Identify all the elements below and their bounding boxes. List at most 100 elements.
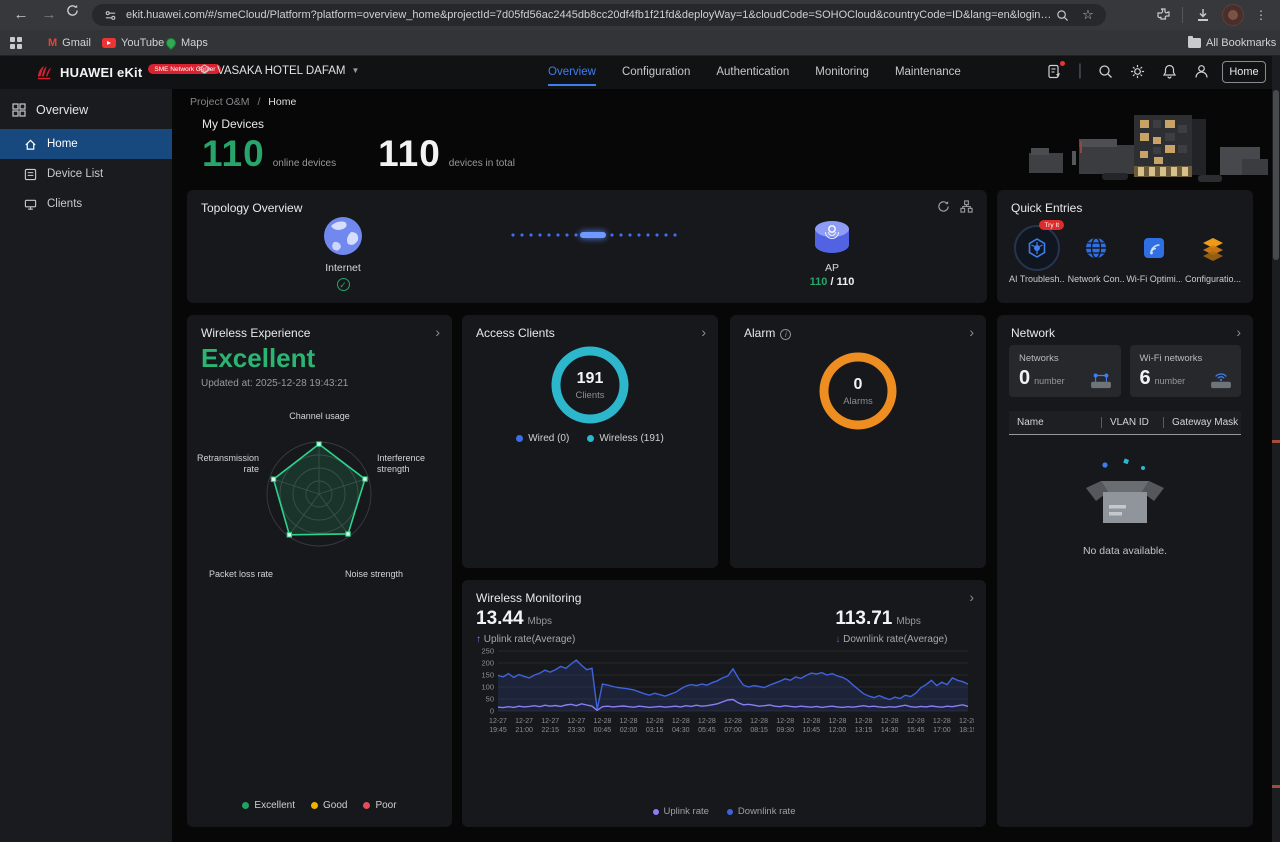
- nav-monitoring[interactable]: Monitoring: [815, 56, 869, 89]
- sidebar-item-home[interactable]: Home: [0, 129, 172, 159]
- svg-text:08:15: 08:15: [750, 727, 768, 734]
- menu-kebab-icon[interactable]: ⋮: [1250, 4, 1272, 26]
- apps-grid-icon[interactable]: [10, 34, 22, 52]
- scrollbar-marker: [1272, 440, 1280, 443]
- bookmark-star-icon[interactable]: ☆: [1080, 7, 1096, 23]
- url-bar[interactable]: ekit.huawei.com/#/smeCloud/Platform?plat…: [92, 4, 1106, 26]
- svg-text:12-27: 12-27: [541, 718, 559, 725]
- site-settings-icon[interactable]: [102, 7, 118, 23]
- bookmark-maps[interactable]: Maps: [166, 34, 208, 52]
- quick-entries-title: Quick Entries: [1011, 201, 1082, 215]
- networks-icon: [1089, 371, 1113, 389]
- site-name: VASAKA HOTEL DAFAM: [217, 65, 345, 77]
- svg-text:21:00: 21:00: [515, 727, 533, 734]
- url-text[interactable]: ekit.huawei.com/#/smeCloud/Platform?plat…: [126, 9, 1054, 21]
- search-icon[interactable]: [1096, 62, 1114, 80]
- scrollbar-thumb[interactable]: [1273, 90, 1279, 260]
- bookmark-youtube[interactable]: YouTube: [102, 34, 164, 52]
- quick-entry-label: Network Con...: [1068, 274, 1124, 284]
- sidebar-item-clients[interactable]: Clients: [0, 189, 172, 219]
- svg-text:12:00: 12:00: [829, 727, 847, 734]
- uplink-stat: 13.44Mbps ↑ Uplink rate(Average): [476, 608, 575, 645]
- all-bookmarks-label: All Bookmarks: [1206, 37, 1276, 49]
- topology-panel: Topology Overview Internet ✓: [187, 190, 987, 303]
- downloads-icon[interactable]: [1192, 4, 1214, 26]
- profile-avatar[interactable]: [1222, 4, 1244, 26]
- info-icon[interactable]: i: [780, 329, 791, 340]
- experience-status: Excellent: [201, 343, 315, 374]
- header-divider: |: [1078, 62, 1082, 80]
- back-icon[interactable]: ←: [10, 4, 32, 26]
- column-vlan-id[interactable]: VLAN ID: [1101, 417, 1163, 428]
- gear-icon[interactable]: [1128, 62, 1146, 80]
- legend-label: Poor: [375, 800, 396, 811]
- quick-entry-ai-troubleshooting[interactable]: Try It AI Troublesh...: [1009, 224, 1065, 284]
- wireless-experience-more-icon[interactable]: ›: [435, 324, 440, 340]
- wireless-monitoring-more-icon[interactable]: ›: [969, 589, 974, 605]
- downlink-unit: Mbps: [896, 616, 920, 627]
- empty-text: No data available.: [997, 545, 1253, 557]
- reload-icon[interactable]: [66, 4, 88, 26]
- topology-node-ap[interactable]: AP 110 / 110: [787, 216, 877, 288]
- nav-authentication[interactable]: Authentication: [716, 56, 789, 89]
- column-gateway-mask[interactable]: Gateway Mask: [1163, 417, 1241, 428]
- sidebar-item-device-list[interactable]: Device List: [0, 159, 172, 189]
- quick-entry-wifi-optimization[interactable]: Wi-Fi Optimi...: [1126, 224, 1182, 284]
- svg-text:12-28: 12-28: [620, 718, 638, 725]
- sidebar-item-label: Clients: [47, 198, 82, 210]
- svg-text:07:00: 07:00: [724, 727, 742, 734]
- home-button[interactable]: Home: [1222, 61, 1266, 83]
- bell-icon[interactable]: [1160, 62, 1178, 80]
- column-name[interactable]: Name: [1009, 417, 1101, 428]
- forward-icon[interactable]: →: [38, 4, 60, 26]
- clients-icon: [24, 198, 37, 211]
- svg-text:12-28: 12-28: [750, 718, 768, 725]
- network-more-icon[interactable]: ›: [1236, 324, 1241, 340]
- access-clients-more-icon[interactable]: ›: [701, 324, 706, 340]
- my-devices-title: My Devices: [202, 117, 264, 131]
- alarm-more-icon[interactable]: ›: [969, 324, 974, 340]
- legend-dot-good: [311, 802, 318, 809]
- ai-troubleshooting-icon: [1026, 237, 1048, 259]
- configuration-layers-icon: [1200, 235, 1226, 261]
- bookmark-label: Maps: [181, 37, 208, 49]
- clients-legend: Wired (0) Wireless (191): [462, 433, 718, 444]
- quick-entries-row: Try It AI Troublesh... Network Con...: [1009, 224, 1241, 284]
- nav-maintenance[interactable]: Maintenance: [895, 56, 961, 89]
- topology-view-icon[interactable]: [960, 200, 973, 213]
- quick-entry-configuration[interactable]: Configuratio...: [1185, 224, 1241, 284]
- all-bookmarks-button[interactable]: All Bookmarks: [1188, 34, 1276, 52]
- user-icon[interactable]: [1192, 62, 1210, 80]
- bookmark-gmail[interactable]: M Gmail: [48, 34, 91, 52]
- ap-label: AP: [787, 262, 877, 274]
- wifi-router-icon: [1209, 371, 1233, 389]
- nav-overview[interactable]: Overview: [548, 56, 596, 89]
- networks-card[interactable]: Networks 0number: [1009, 345, 1121, 397]
- site-selector[interactable]: VASAKA HOTEL DAFAM ▼: [198, 64, 359, 77]
- svg-text:05:45: 05:45: [698, 727, 716, 734]
- uplink-arrow-icon: ↑: [476, 634, 481, 645]
- svg-text:12-28: 12-28: [959, 718, 974, 725]
- refresh-icon[interactable]: [937, 200, 950, 213]
- zoom-page-icon[interactable]: [1054, 7, 1070, 23]
- page-scrollbar[interactable]: [1272, 56, 1280, 842]
- svg-text:22:15: 22:15: [541, 727, 559, 734]
- wifi-networks-card[interactable]: Wi-Fi networks 6number: [1130, 345, 1242, 397]
- online-devices-label: online devices: [273, 158, 336, 169]
- internet-label: Internet: [298, 262, 388, 274]
- nav-configuration[interactable]: Configuration: [622, 56, 690, 89]
- radar-axis-label: Packet loss rate: [209, 569, 299, 580]
- tasklist-icon[interactable]: [1046, 62, 1064, 80]
- main-nav: Overview Configuration Authentication Mo…: [548, 56, 961, 89]
- topology-link-pulse: [580, 232, 606, 238]
- alarm-count: 0: [854, 376, 863, 394]
- alarm-title: Alarmi: [744, 326, 791, 340]
- quick-entry-network-config[interactable]: Network Con...: [1068, 224, 1124, 284]
- legend-dot-uplink: [653, 809, 659, 815]
- network-config-icon: [1083, 235, 1109, 261]
- ap-counts: 110 / 110: [787, 276, 877, 288]
- svg-text:12-28: 12-28: [646, 718, 664, 725]
- breadcrumb-parent[interactable]: Project O&M: [190, 96, 250, 108]
- topology-node-internet[interactable]: Internet ✓: [298, 214, 388, 291]
- extensions-icon[interactable]: [1152, 4, 1174, 26]
